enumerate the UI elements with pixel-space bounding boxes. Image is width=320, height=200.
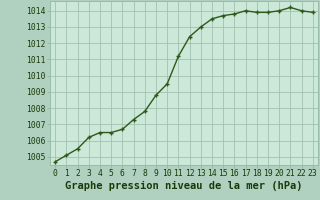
X-axis label: Graphe pression niveau de la mer (hPa): Graphe pression niveau de la mer (hPa) [65,181,303,191]
